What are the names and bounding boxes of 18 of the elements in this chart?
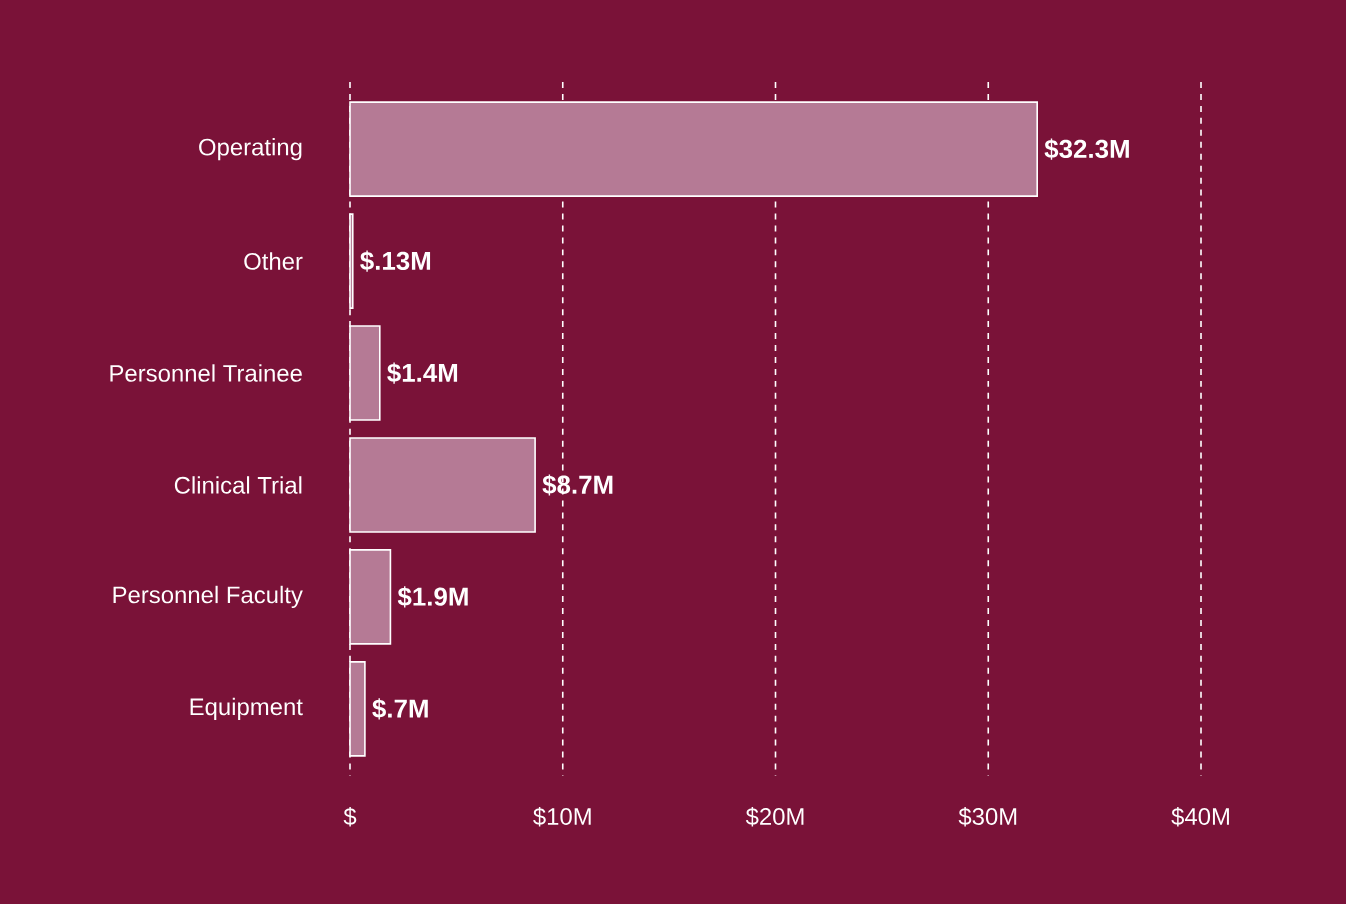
y-tick-label: Equipment [190,697,303,720]
y-tick-label: Operating [199,138,302,161]
data-label: $.13M [360,250,431,272]
data-label: $1.9M [397,586,468,608]
data-label: $1.4M [387,362,458,384]
data-label: $32.3M [1044,138,1129,160]
x-tick-label: $10M [533,807,591,827]
y-tick-label: Clinical Trial [174,476,302,494]
y-tick-label: Other [244,252,303,270]
x-tick-label: $ [343,807,357,827]
data-label: $.7M [372,698,428,720]
x-tick-label: $20M [745,807,804,827]
y-tick-label: Personnel Faculty [113,585,303,609]
data-label: $8.7M [542,474,613,496]
y-tick-label: Personnel Trainee [110,364,302,382]
x-tick-label: $40M [1171,807,1229,827]
bar [349,437,536,533]
x-tick-label: $30M [958,807,1017,827]
